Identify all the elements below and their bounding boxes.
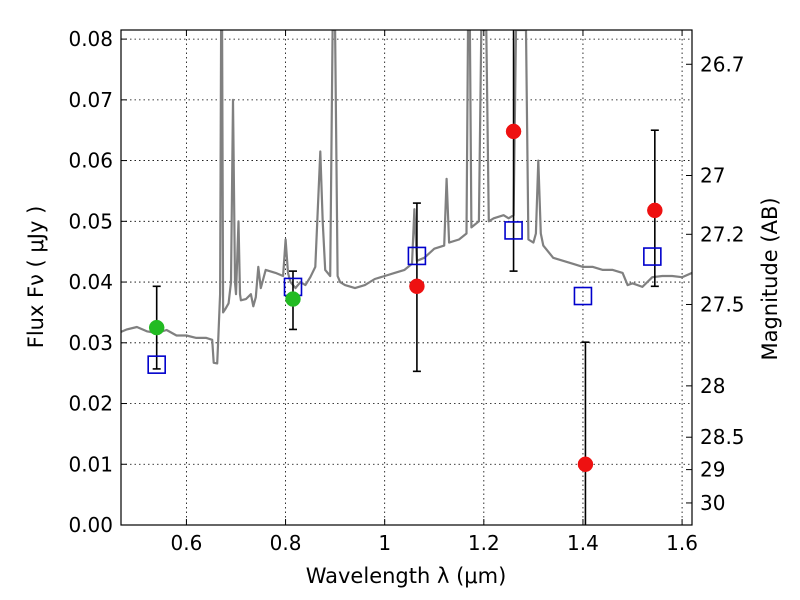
y-tick-label: 0.03 (68, 331, 113, 355)
mag-tick-label: 29 (700, 458, 725, 482)
data-circle-marker (148, 319, 165, 336)
x-tick-label: 0.8 (270, 531, 302, 555)
data-circle-marker (647, 202, 663, 219)
grid (121, 30, 692, 526)
plot-frame (120, 29, 693, 526)
x-tick-label: 1.6 (666, 531, 698, 555)
model-square-marker (573, 286, 593, 306)
spectrum-line (121, 30, 692, 365)
model-square-marker (407, 246, 427, 266)
y-axis-left: 0.00 0.01 0.02 0.03 0.04 0.05 0.06 0.07 0.08 (68, 27, 127, 537)
model-square-marker (643, 247, 662, 266)
y-axis-right-label: Magnitude (AB) (758, 197, 782, 360)
x-tick-label: 1 (378, 531, 391, 555)
x-axis: 0.6 0.8 1 1.2 1.4 1.6 (171, 30, 698, 555)
x-tick-label: 0.6 (171, 531, 203, 555)
y-tick-label: 0.00 (68, 513, 113, 537)
model-square-marker (504, 221, 523, 240)
mag-tick-label: 26.7 (700, 52, 745, 76)
marker-layer (147, 123, 663, 473)
x-axis-label: Wavelength λ (μm) (306, 564, 507, 588)
y-axis-label: Flux Fν ( μJy ) (24, 206, 48, 349)
y-axis-right: 26.7 27 27.2 27.5 28 28.5 29 30 (686, 52, 745, 515)
spectrum-layer (121, 30, 692, 365)
y-tick-label: 0.04 (68, 270, 113, 294)
mag-tick-label: 27 (700, 163, 725, 187)
y-tick-label: 0.07 (68, 88, 113, 112)
mag-tick-label: 28 (700, 374, 725, 398)
y-tick-label: 0.02 (68, 392, 113, 416)
axes-box (120, 29, 693, 526)
data-circle-marker (409, 278, 425, 295)
data-circle-marker (577, 456, 594, 473)
model-square-marker (147, 355, 166, 374)
y-tick-label: 0.06 (68, 149, 113, 173)
x-tick-label: 1.2 (468, 531, 500, 555)
y-tick-label: 0.01 (68, 452, 113, 476)
mag-tick-label: 27.5 (700, 292, 745, 316)
data-circle-marker (285, 291, 301, 307)
y-tick-label: 0.05 (68, 209, 113, 233)
mag-tick-label: 28.5 (700, 425, 745, 449)
mag-tick-label: 27.2 (700, 222, 745, 246)
mag-tick-label: 30 (700, 491, 725, 515)
data-circle-marker (505, 123, 522, 140)
y-tick-label: 0.08 (68, 27, 113, 51)
x-tick-label: 1.4 (567, 531, 599, 555)
